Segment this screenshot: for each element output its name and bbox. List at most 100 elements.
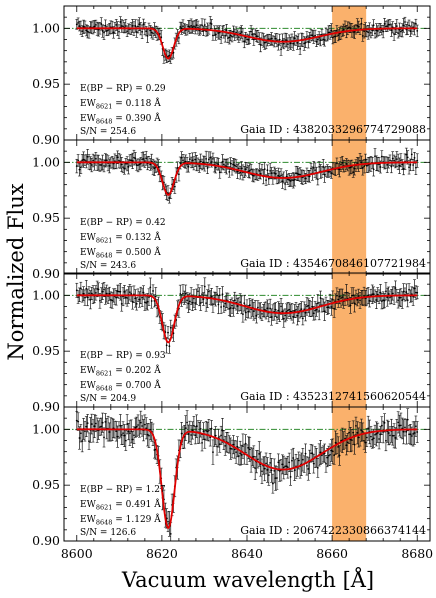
- data-point: [335, 294, 338, 297]
- data-point: [206, 430, 209, 433]
- data-point: [344, 25, 346, 28]
- data-point: [376, 30, 379, 32]
- data-point: [314, 309, 316, 312]
- data-point: [405, 430, 408, 433]
- data-point: [255, 314, 258, 317]
- data-point: [210, 161, 213, 163]
- data-point: [180, 27, 183, 30]
- data-point: [266, 169, 269, 172]
- data-point: [346, 27, 349, 30]
- data-point: [85, 425, 88, 428]
- data-point: [270, 172, 273, 175]
- data-point: [380, 424, 383, 427]
- data-point: [124, 439, 127, 442]
- data-point: [152, 32, 154, 35]
- data-point: [115, 24, 118, 26]
- data-point: [401, 163, 404, 166]
- data-point: [288, 179, 291, 181]
- data-point: [145, 30, 148, 33]
- data-point: [315, 40, 318, 43]
- data-point: [79, 166, 82, 169]
- data-point: [130, 159, 133, 162]
- data-point: [246, 166, 248, 169]
- data-point: [221, 160, 224, 163]
- data-point: [352, 431, 355, 434]
- data-point: [412, 164, 415, 166]
- data-point: [385, 439, 387, 442]
- data-point: [278, 469, 281, 472]
- x-tick-label: 8680: [401, 546, 433, 561]
- y-tick-label: 1.00: [32, 287, 60, 302]
- data-point: [348, 167, 351, 169]
- data-point: [101, 30, 104, 32]
- data-point: [406, 156, 409, 159]
- y-tick-label: 0.90: [32, 399, 60, 414]
- data-point: [338, 295, 341, 298]
- data-point: [78, 25, 81, 28]
- data-point: [203, 24, 206, 26]
- data-point: [288, 461, 291, 464]
- data-point: [222, 305, 225, 308]
- data-point: [361, 430, 364, 433]
- data-point: [284, 39, 287, 41]
- data-point: [374, 32, 376, 35]
- data-point: [205, 157, 208, 160]
- data-point: [141, 158, 144, 161]
- data-point: [75, 419, 78, 422]
- data-point: [180, 432, 183, 435]
- data-point: [367, 427, 370, 430]
- data-point: [371, 293, 374, 296]
- data-point: [220, 306, 223, 308]
- data-point: [212, 157, 214, 160]
- data-point: [345, 444, 348, 447]
- data-point: [169, 532, 172, 535]
- x-tick-label: 8620: [146, 546, 178, 561]
- data-point: [242, 445, 244, 448]
- data-point: [394, 437, 397, 439]
- data-point: [278, 38, 281, 41]
- data-point: [413, 432, 416, 434]
- data-point: [78, 168, 81, 171]
- ew8621-annotation: EW8621 = 0.118 Å: [80, 97, 161, 111]
- data-point: [192, 297, 195, 300]
- data-point: [282, 42, 285, 45]
- data-point: [323, 310, 326, 313]
- data-point: [90, 164, 93, 166]
- ew8648-annotation: EW8648 = 1.129 Å: [80, 513, 161, 527]
- data-point: [397, 299, 400, 302]
- data-point: [359, 159, 361, 162]
- data-point: [133, 434, 135, 437]
- data-point: [285, 39, 288, 42]
- data-point: [135, 164, 138, 167]
- y-tick-label: 0.95: [32, 210, 60, 225]
- data-point: [310, 452, 312, 455]
- data-point: [301, 317, 304, 320]
- data-point: [304, 452, 307, 455]
- y-tick-label: 1.00: [32, 20, 60, 35]
- data-point: [314, 169, 316, 172]
- y-tick-label: 0.95: [32, 477, 60, 492]
- data-point: [84, 159, 86, 162]
- data-point: [307, 40, 310, 43]
- ebv-annotation: E(BP − RP) = 1.27: [80, 484, 166, 495]
- data-point: [277, 309, 280, 312]
- data-point: [405, 291, 408, 293]
- data-point: [378, 438, 381, 440]
- data-point: [108, 292, 111, 295]
- data-point: [289, 476, 292, 478]
- data-point: [410, 153, 413, 156]
- data-point: [194, 434, 197, 437]
- data-point: [303, 42, 306, 45]
- data-point: [416, 29, 419, 32]
- data-point: [338, 454, 341, 457]
- data-point: [382, 299, 385, 302]
- data-point: [118, 290, 120, 293]
- data-point: [207, 429, 210, 432]
- data-point: [168, 345, 171, 348]
- data-point: [173, 185, 176, 188]
- data-point: [137, 164, 139, 167]
- data-point: [101, 421, 104, 424]
- data-point: [273, 470, 276, 472]
- data-point: [414, 22, 417, 25]
